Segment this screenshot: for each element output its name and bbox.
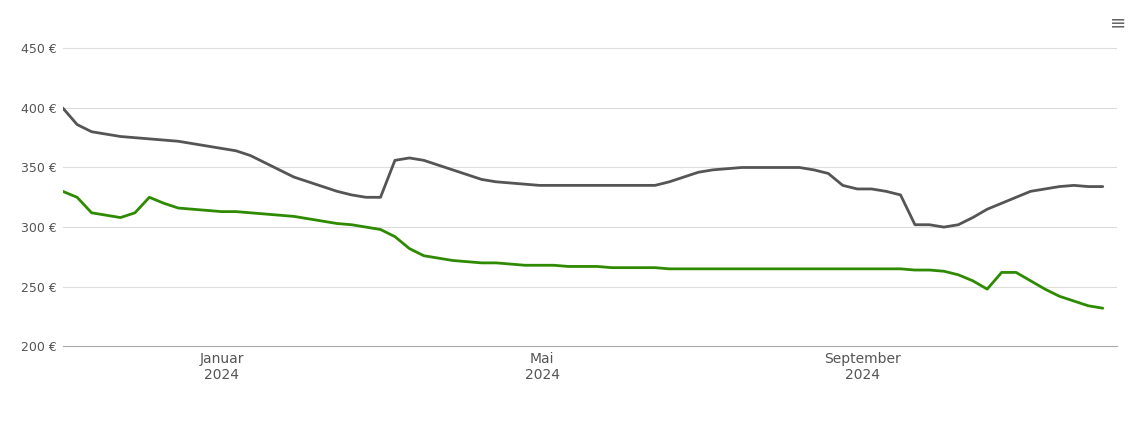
Text: ≡: ≡ xyxy=(1110,13,1126,32)
